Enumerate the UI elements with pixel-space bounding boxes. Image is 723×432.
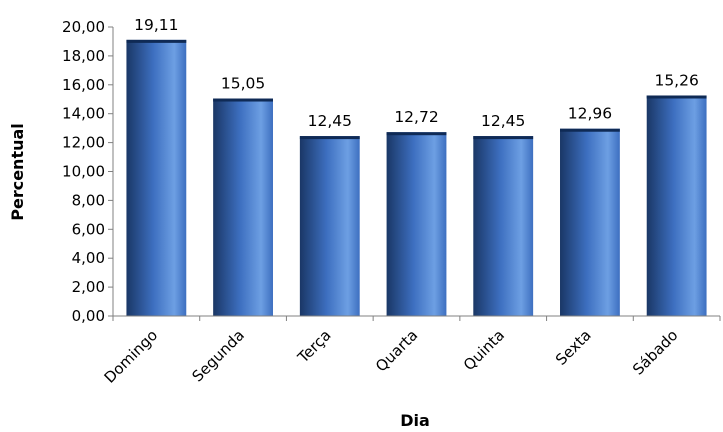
x-tick-label: Segunda xyxy=(189,326,248,385)
bar xyxy=(213,98,273,316)
bar xyxy=(299,136,360,316)
y-tick-label: 12,00 xyxy=(62,134,105,152)
y-tick-label: 18,00 xyxy=(62,47,105,65)
y-tick-label: 14,00 xyxy=(62,105,105,123)
bar-top xyxy=(646,95,707,99)
y-tick-label: 0,00 xyxy=(72,307,105,325)
data-label: 12,45 xyxy=(481,112,525,130)
bar-top xyxy=(299,136,360,140)
data-label: 12,72 xyxy=(394,108,438,126)
x-tick-label: Domingo xyxy=(101,326,162,387)
y-tick-label: 8,00 xyxy=(72,191,105,209)
bars xyxy=(126,39,707,316)
y-tick-label: 10,00 xyxy=(62,163,105,181)
bar-top xyxy=(560,128,620,132)
bar-top xyxy=(386,132,447,136)
data-labels: 19,11 15,05 12,45 12,72 12,45 12,96 15,26 xyxy=(134,16,699,130)
x-tick-label: Sexta xyxy=(552,326,595,369)
bar-top xyxy=(126,39,187,43)
data-label: 12,45 xyxy=(308,112,352,130)
bar-top xyxy=(473,136,534,140)
x-axis-ticks: Domingo Segunda Terça Quarta Quinta Sexta Sába… xyxy=(101,316,721,387)
y-tick-label: 2,00 xyxy=(72,278,105,296)
y-axis-ticks: 0,00 2,00 4,00 6,00 8,00 10,00 12,00 14,00 16,00… xyxy=(62,18,113,325)
bar xyxy=(473,136,534,316)
data-label: 12,96 xyxy=(568,105,612,123)
y-tick-label: 4,00 xyxy=(72,249,105,267)
data-label: 15,26 xyxy=(654,71,698,89)
x-tick-label: Quarta xyxy=(372,326,421,375)
x-axis-title: Dia xyxy=(400,411,430,430)
bar xyxy=(646,95,707,316)
y-tick-label: 16,00 xyxy=(62,76,105,94)
bar xyxy=(560,128,620,316)
y-axis-title: Percentual xyxy=(8,123,27,221)
x-tick-label: Quinta xyxy=(460,326,508,374)
x-tick-label: Sábado xyxy=(629,326,681,378)
bar-top xyxy=(213,98,273,102)
x-tick-label: Terça xyxy=(294,326,335,367)
data-label: 19,11 xyxy=(134,16,178,34)
bar xyxy=(126,39,187,316)
data-label: 15,05 xyxy=(221,75,265,93)
y-tick-label: 6,00 xyxy=(72,220,105,238)
bar xyxy=(386,132,447,316)
y-tick-label: 20,00 xyxy=(62,18,105,36)
